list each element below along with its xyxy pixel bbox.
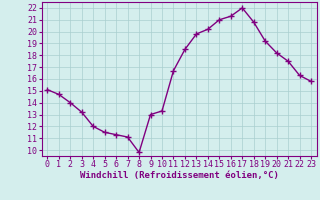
X-axis label: Windchill (Refroidissement éolien,°C): Windchill (Refroidissement éolien,°C) xyxy=(80,171,279,180)
